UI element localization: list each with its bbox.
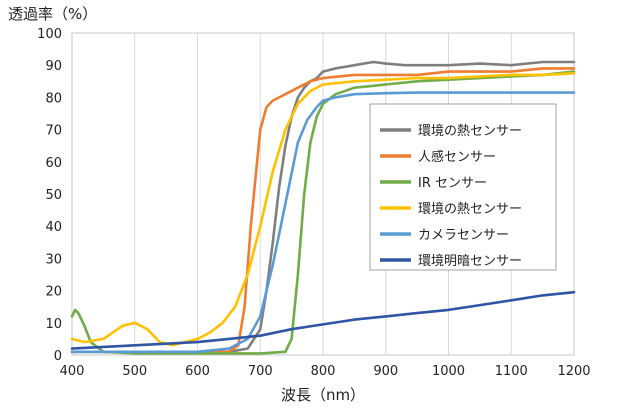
- legend-label: IR センサー: [418, 176, 487, 191]
- x-tick-label: 500: [122, 364, 147, 379]
- y-tick-label: 20: [45, 285, 62, 300]
- y-tick-label: 80: [45, 91, 62, 106]
- plot-frame: [71, 32, 575, 356]
- x-tick-label: 1000: [432, 364, 465, 379]
- x-tick-label: 1100: [495, 364, 528, 379]
- y-axis-title: 透過率（%）: [8, 5, 97, 23]
- y-tick-labels: 0 10 20 30 40 50 60 70 80 90 100: [37, 27, 62, 364]
- y-tick-label: 50: [45, 188, 62, 203]
- series-line-6: [70, 290, 576, 350]
- x-tick-label: 400: [60, 364, 85, 379]
- x-tick-label: 800: [311, 364, 336, 379]
- y-tick-label: 90: [45, 59, 62, 74]
- series-line-4: [70, 72, 576, 347]
- x-tick-labels: 400 500 600 700 800 900 1000 1100 1200: [60, 364, 591, 379]
- legend-label: 環境明暗センサー: [418, 254, 522, 269]
- x-tick-label: 600: [185, 364, 210, 379]
- x-tick-label: 900: [373, 364, 398, 379]
- y-tick-label: 30: [45, 252, 62, 267]
- y-tick-label: 70: [45, 124, 62, 139]
- y-tick-label: 100: [37, 27, 62, 42]
- legend-label: 人感センサー: [418, 149, 496, 165]
- series-line-5: [70, 91, 576, 354]
- y-tick-label: 0: [54, 349, 62, 364]
- x-axis-title: 波長（nm）: [281, 386, 365, 404]
- series-layer: [70, 60, 576, 355]
- x-tick-label: 1200: [557, 364, 590, 379]
- x-tick-label: 700: [248, 364, 273, 379]
- legend-label: 環境の熱センサー: [418, 202, 522, 217]
- y-tick-label: 60: [45, 156, 62, 171]
- y-tick-label: 10: [45, 317, 62, 332]
- y-tick-label: 40: [45, 220, 62, 235]
- legend-label: カメラセンサー: [418, 228, 509, 243]
- legend-label: 環境の熱センサー: [418, 124, 522, 139]
